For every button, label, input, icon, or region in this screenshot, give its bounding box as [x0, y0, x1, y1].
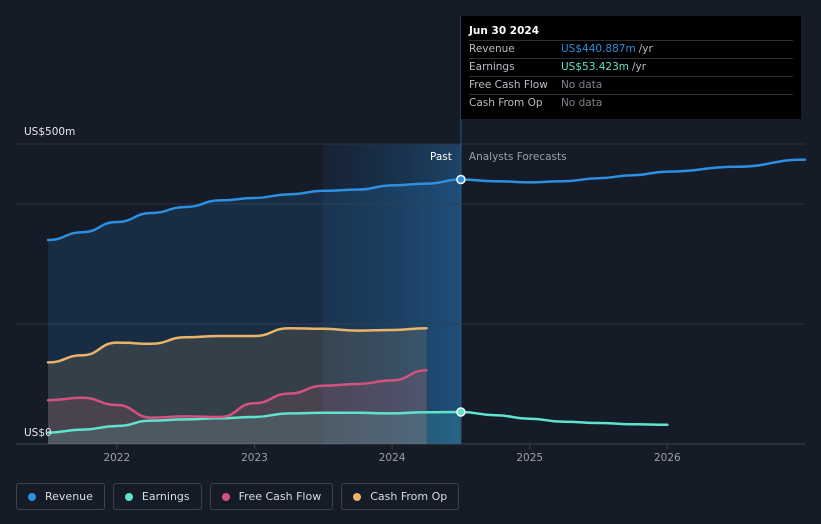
legend-dot-icon — [353, 492, 362, 501]
legend-label: Free Cash Flow — [238, 490, 322, 503]
revenue-marker[interactable] — [456, 174, 466, 185]
tooltip-row-label: Cash From Op — [469, 97, 543, 109]
legend-item-revenue[interactable]: Revenue — [16, 483, 105, 510]
earnings-area — [48, 411, 461, 444]
x-tick-label: 2024 — [379, 452, 406, 464]
legend-item-cash-from-op[interactable]: Cash From Op — [341, 483, 460, 510]
legend-label: Earnings — [141, 490, 190, 503]
legend-item-earnings[interactable]: Earnings — [112, 483, 202, 510]
x-tick-label: 2023 — [241, 452, 268, 464]
cfo-past-line — [46, 326, 428, 364]
tooltip-row-label: Earnings — [469, 61, 515, 73]
legend-dot-icon — [28, 492, 36, 501]
forecast-label: Analysts Forecasts — [469, 151, 567, 163]
x-tick-label: 2025 — [516, 452, 543, 464]
past-region-shade — [323, 144, 461, 444]
tooltip-row: Earnings US$53.423m/yr — [469, 58, 793, 76]
legend: Revenue Earnings Free Cash Flow Cash From O… — [16, 483, 460, 512]
tooltip-row-value: No data — [561, 79, 603, 91]
earnings-past-line — [46, 410, 463, 434]
tooltip-row-label: Free Cash Flow — [469, 79, 548, 91]
tooltip-row: Cash From Op No data — [469, 94, 793, 112]
tooltip-row: Free Cash Flow No data — [469, 76, 793, 94]
earnings-forecast-line — [459, 410, 669, 427]
tooltip-row: Revenue US$440.887m/yr — [469, 40, 793, 58]
tooltip-row-value: No data — [561, 97, 603, 109]
y-axis-bottom-label: US$0 — [24, 427, 52, 439]
revenue-forecast-line — [459, 158, 807, 184]
tooltip-row-value: US$440.887m — [561, 43, 636, 55]
past-label: Past — [430, 151, 452, 163]
x-tick-label: 2022 — [103, 452, 130, 464]
fcf-past-line — [46, 368, 428, 419]
tooltip-row-label: Revenue — [469, 43, 515, 55]
legend-dot-icon — [124, 492, 133, 501]
fcf-area — [48, 370, 427, 444]
legend-item-free-cash-flow[interactable]: Free Cash Flow — [209, 483, 334, 510]
legend-label: Revenue — [45, 490, 93, 503]
tooltip-date: Jun 30 2024 — [469, 25, 540, 37]
earnings-marker[interactable] — [456, 407, 466, 417]
revenue-past-line — [46, 178, 463, 242]
revenue-area — [48, 179, 461, 444]
x-tick-label: 2026 — [654, 452, 681, 464]
legend-dot-icon — [221, 492, 230, 501]
tooltip: Jun 30 2024 Revenue US$440.887m/yr Earning… — [461, 16, 801, 119]
tooltip-row-value: US$53.423m — [561, 61, 629, 73]
y-axis-top-label: US$500m — [24, 126, 75, 138]
tooltip-row-unit: /yr — [632, 61, 647, 73]
tooltip-row-unit: /yr — [638, 43, 653, 55]
legend-label: Cash From Op — [370, 490, 448, 503]
